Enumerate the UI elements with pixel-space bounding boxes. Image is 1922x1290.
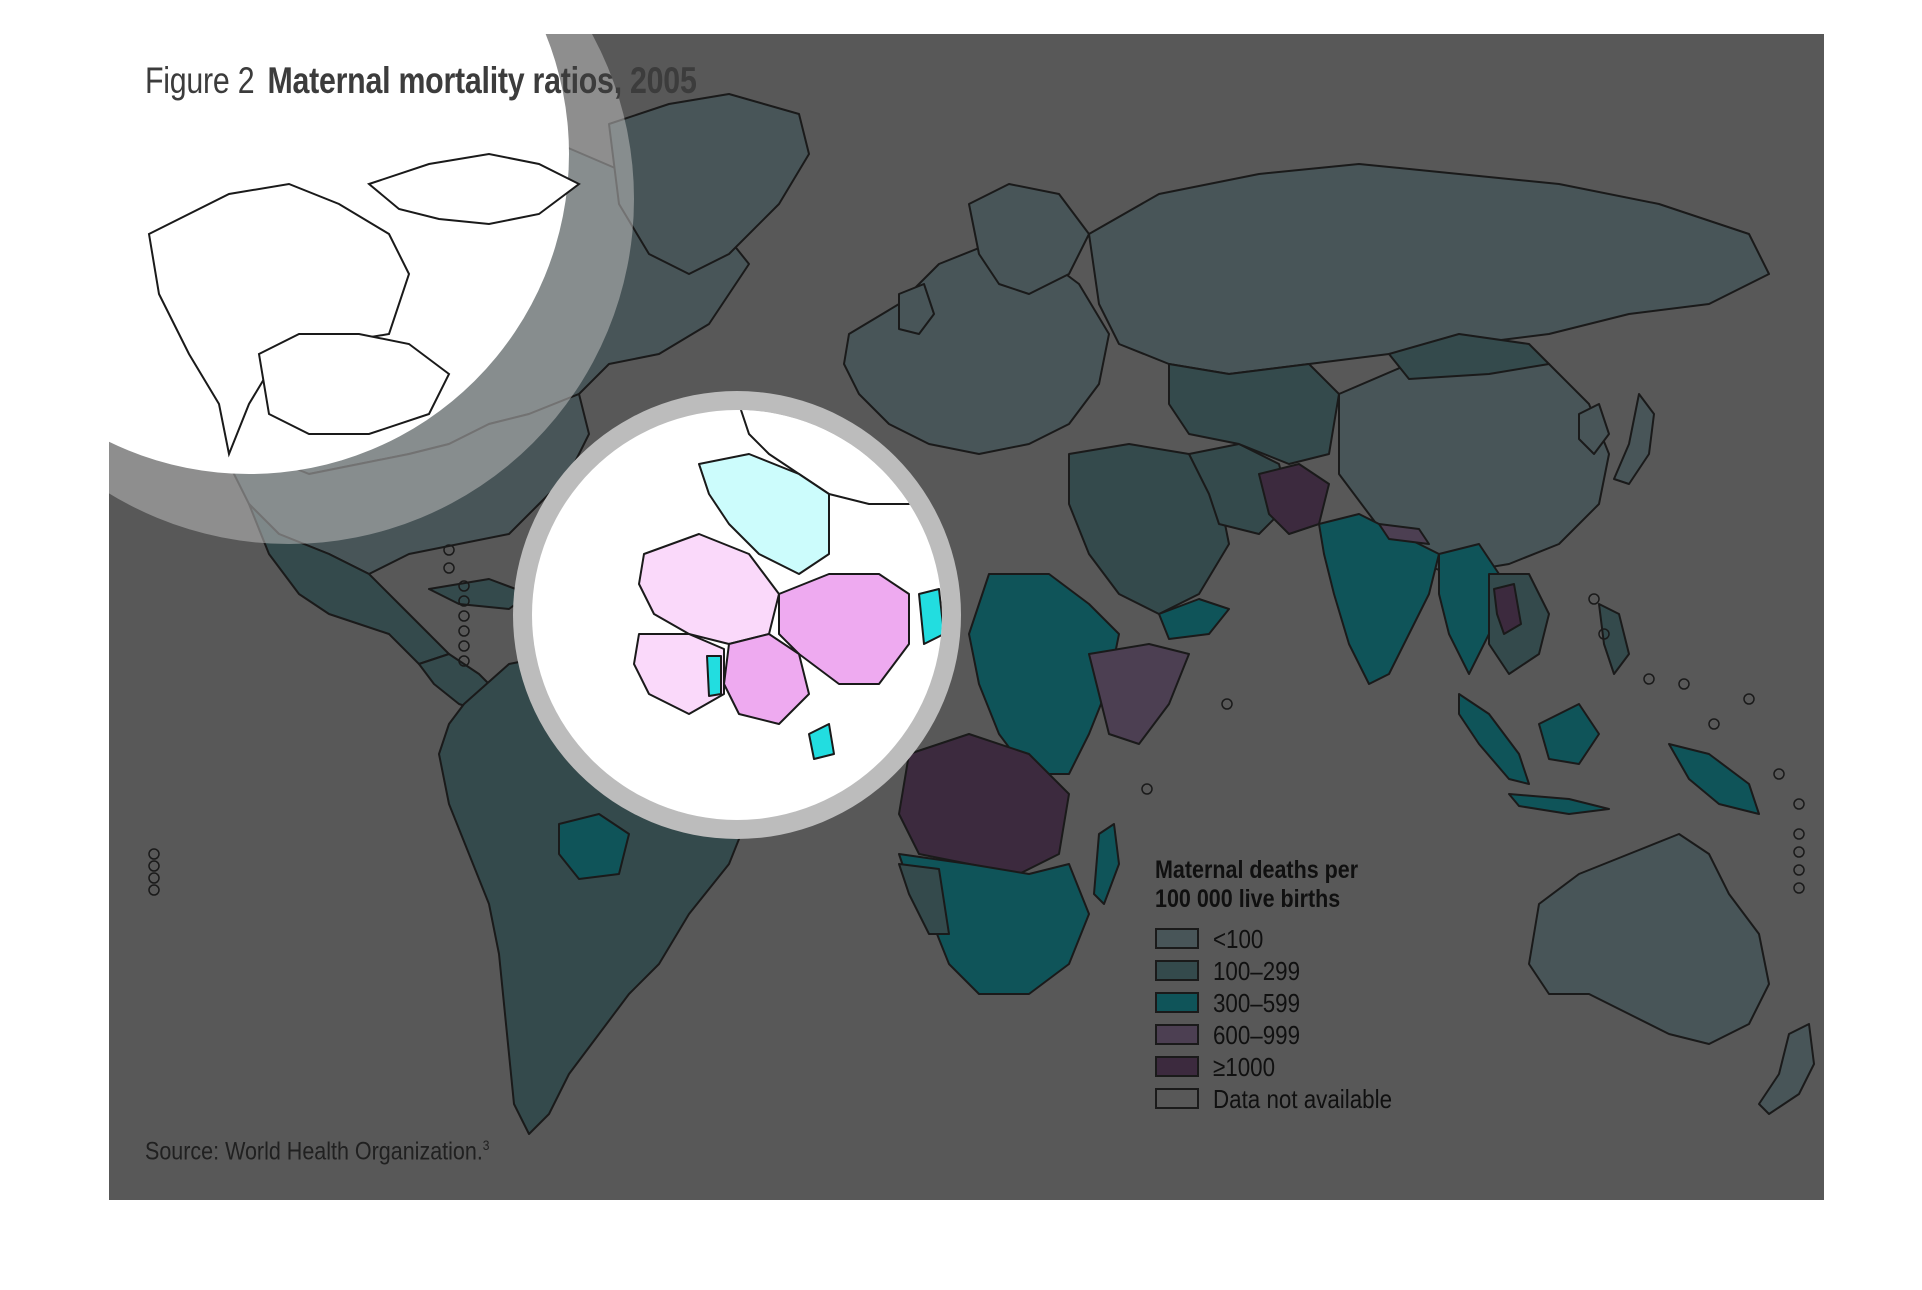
legend-label: ≥1000 — [1213, 1052, 1276, 1082]
legend-swatch — [1155, 928, 1199, 949]
region-png — [1668, 743, 1760, 815]
region-west-coast — [633, 633, 725, 715]
region-bolivia — [558, 813, 630, 880]
region-japan — [1613, 393, 1655, 485]
region-korea — [1578, 403, 1610, 455]
region-namibia — [898, 863, 950, 935]
island-markers — [148, 544, 1805, 896]
source-reference: 3 — [482, 1137, 490, 1153]
region-east-red-sea — [918, 588, 942, 645]
figure-title: Figure 2 Maternal mortality ratios, 2005 — [145, 60, 697, 102]
legend-label: Data not available — [1213, 1084, 1393, 1114]
region-philippines — [1598, 603, 1630, 675]
region-yemen — [1158, 598, 1230, 640]
region-ethiopia-somalia — [1088, 643, 1190, 745]
region-nigeria — [723, 633, 810, 725]
legend-swatch — [1155, 1024, 1199, 1045]
source-note: Source: World Health Organization.3 — [145, 1137, 490, 1166]
legend: Maternal deaths per 100 000 live births … — [1155, 856, 1392, 1114]
map-figure: Figure 2 Maternal mortality ratios, 2005 … — [109, 34, 1824, 1200]
legend-label: 100–299 — [1213, 956, 1301, 986]
region-java — [1508, 793, 1610, 815]
legend-swatch — [1155, 992, 1199, 1013]
legend-swatch — [1155, 960, 1199, 981]
legend-title-line1: Maternal deaths per — [1155, 856, 1359, 884]
region-borneo — [1538, 703, 1600, 765]
region-australia — [1528, 833, 1770, 1045]
source-text: Source: World Health Organization. — [145, 1137, 483, 1166]
figure-label: Figure 2 — [145, 60, 255, 101]
region-central-africa — [898, 733, 1070, 875]
region-central-asia — [1168, 363, 1340, 465]
region-equatorial — [808, 723, 835, 760]
region-north-outline — [147, 152, 581, 458]
region-laos — [1493, 583, 1522, 635]
region-greenland — [608, 93, 810, 275]
region-bangladesh-myanmar — [1438, 543, 1500, 675]
region-uk — [898, 283, 935, 335]
region-mongolia — [1388, 333, 1550, 380]
region-middle-east — [1068, 443, 1230, 615]
region-sumatra — [1458, 693, 1530, 785]
legend-title-line2: 100 000 live births — [1155, 885, 1341, 913]
region-europe — [843, 243, 1110, 455]
region-new-zealand — [1758, 1023, 1815, 1115]
legend-label: 600–999 — [1213, 1020, 1301, 1050]
region-east-africa — [968, 573, 1120, 775]
region-scandinavia — [968, 183, 1090, 295]
region-algeria — [698, 453, 830, 575]
region-ghana — [706, 655, 722, 697]
legend-swatch — [1155, 1056, 1199, 1077]
figure-title-text: Maternal mortality ratios, 2005 — [267, 60, 697, 101]
region-nepal — [1378, 523, 1430, 545]
legend-label: <100 — [1213, 924, 1264, 954]
legend-label: 300–599 — [1213, 988, 1301, 1018]
legend-swatch — [1155, 1088, 1199, 1109]
world-map — [109, 34, 1815, 1135]
region-niger-chad — [778, 573, 910, 685]
region-madagascar — [1093, 823, 1120, 905]
